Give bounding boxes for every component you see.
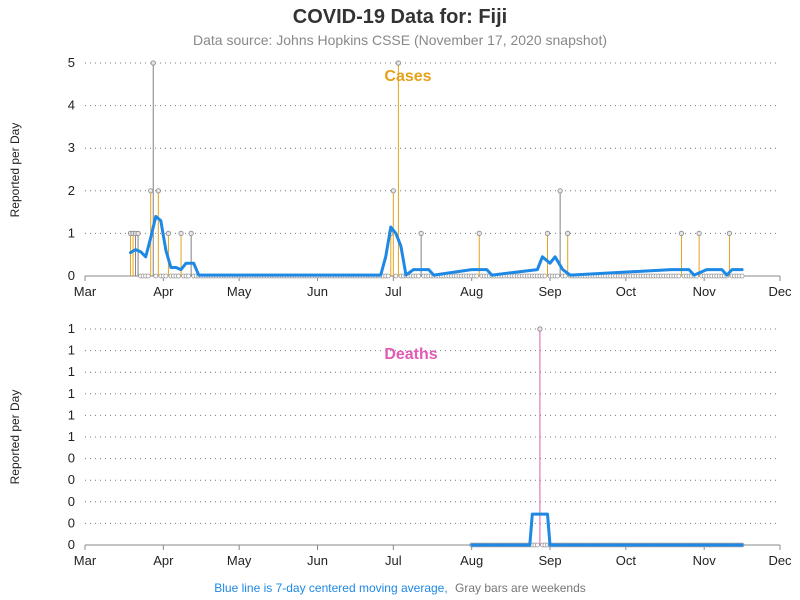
panel-title: Cases xyxy=(384,68,431,85)
zero-marker xyxy=(186,273,192,279)
cases-panel: 0 1 2 3 4 5 Mar Apr May Jun Jul Aug Sep Oct Nov Dec Repo… xyxy=(8,55,792,299)
y-tick-label: 0 xyxy=(68,268,75,283)
data-point xyxy=(537,326,543,332)
y-tick-label: 0 xyxy=(68,515,75,530)
zero-marker xyxy=(534,542,540,548)
data-point xyxy=(155,188,161,194)
x-tick-label: Jun xyxy=(307,284,328,299)
x-tick-label: Jul xyxy=(385,553,402,568)
y-tick-label: 0 xyxy=(68,472,75,487)
data-point xyxy=(678,230,685,236)
x-tick-label: May xyxy=(227,284,252,299)
data-point xyxy=(188,230,194,236)
data-point xyxy=(476,230,482,236)
x-tick-label: Mar xyxy=(74,284,97,299)
y-tick-label: 5 xyxy=(68,55,75,70)
y-tick-label: 1 xyxy=(68,343,75,358)
data-point xyxy=(418,230,424,236)
zero-marker xyxy=(542,273,548,279)
data-point xyxy=(148,188,154,194)
y-tick-label: 1 xyxy=(68,364,75,379)
y-tick-label: 1 xyxy=(68,386,75,401)
x-tick-label: Dec xyxy=(768,553,792,568)
zero-marker xyxy=(153,273,159,279)
y-tick-label: 1 xyxy=(68,225,75,240)
data-point xyxy=(395,60,401,66)
data-point xyxy=(544,230,551,236)
data-point xyxy=(135,230,141,236)
x-tick-label: Apr xyxy=(153,284,174,299)
x-tick-label: Oct xyxy=(616,553,637,568)
data-point xyxy=(696,230,702,236)
zero-marker xyxy=(555,273,560,279)
y-tick-label: 3 xyxy=(68,140,75,155)
zero-marker xyxy=(416,273,422,279)
panel-title: Deaths xyxy=(384,346,437,363)
moving-average-line xyxy=(129,214,744,277)
chart-title: COVID-19 Data for: Fiji xyxy=(293,6,507,28)
y-tick-label: 1 xyxy=(68,407,75,422)
y-tick-label: 1 xyxy=(68,429,75,444)
x-tick-label: Jun xyxy=(307,553,328,568)
x-tick-label: Sep xyxy=(538,284,561,299)
y-tick-label: 2 xyxy=(68,183,75,198)
x-tick-label: Nov xyxy=(693,553,717,568)
footnote-average-note: Blue line is 7-day centered moving avera… xyxy=(214,581,447,595)
y-axis-label: Reported per Day xyxy=(8,123,22,218)
data-point xyxy=(390,188,396,194)
footnote: Blue line is 7-day centered moving avera… xyxy=(214,581,586,595)
y-tick-label: 0 xyxy=(68,451,75,466)
y-tick-label: 0 xyxy=(68,537,75,552)
data-point xyxy=(557,188,563,194)
x-tick-label: Mar xyxy=(74,553,97,568)
zero-marker xyxy=(739,273,745,279)
zero-marker xyxy=(676,273,682,279)
zero-marker xyxy=(474,273,480,279)
x-tick-label: May xyxy=(227,553,252,568)
x-tick-label: Oct xyxy=(616,284,637,299)
x-tick-label: Aug xyxy=(460,553,483,568)
x-tick-label: Sep xyxy=(538,553,561,568)
x-tick-label: Jul xyxy=(385,284,402,299)
zero-marker xyxy=(562,273,568,279)
zero-marker xyxy=(393,273,399,279)
x-tick-label: Aug xyxy=(460,284,483,299)
footnote-weekend-note: Gray bars are weekends xyxy=(455,581,586,595)
chart-subtitle: Data source: Johns Hopkins CSSE (Novembe… xyxy=(193,32,607,48)
y-tick-label: 0 xyxy=(68,494,75,509)
x-tick-label: Nov xyxy=(693,284,717,299)
moving-average-line xyxy=(470,512,744,547)
data-point xyxy=(178,230,184,236)
zero-marker xyxy=(385,273,391,279)
x-tick-label: Apr xyxy=(153,553,174,568)
zero-marker xyxy=(145,273,151,279)
data-point xyxy=(165,230,171,236)
zero-marker xyxy=(163,273,169,279)
zero-marker xyxy=(176,273,181,279)
y-tick-label: 4 xyxy=(68,98,75,113)
data-point xyxy=(150,60,156,66)
y-axis-label: Reported per Day xyxy=(8,390,22,485)
deaths-panel: 0 0 0 0 0 1 1 1 1 1 1 Mar Apr May Jun Jul Aug Sep Oct Nov De… xyxy=(8,321,792,568)
y-tick-label: 1 xyxy=(68,321,75,336)
x-tick-label: Dec xyxy=(768,284,792,299)
data-point xyxy=(726,230,733,236)
data-point xyxy=(565,230,571,236)
